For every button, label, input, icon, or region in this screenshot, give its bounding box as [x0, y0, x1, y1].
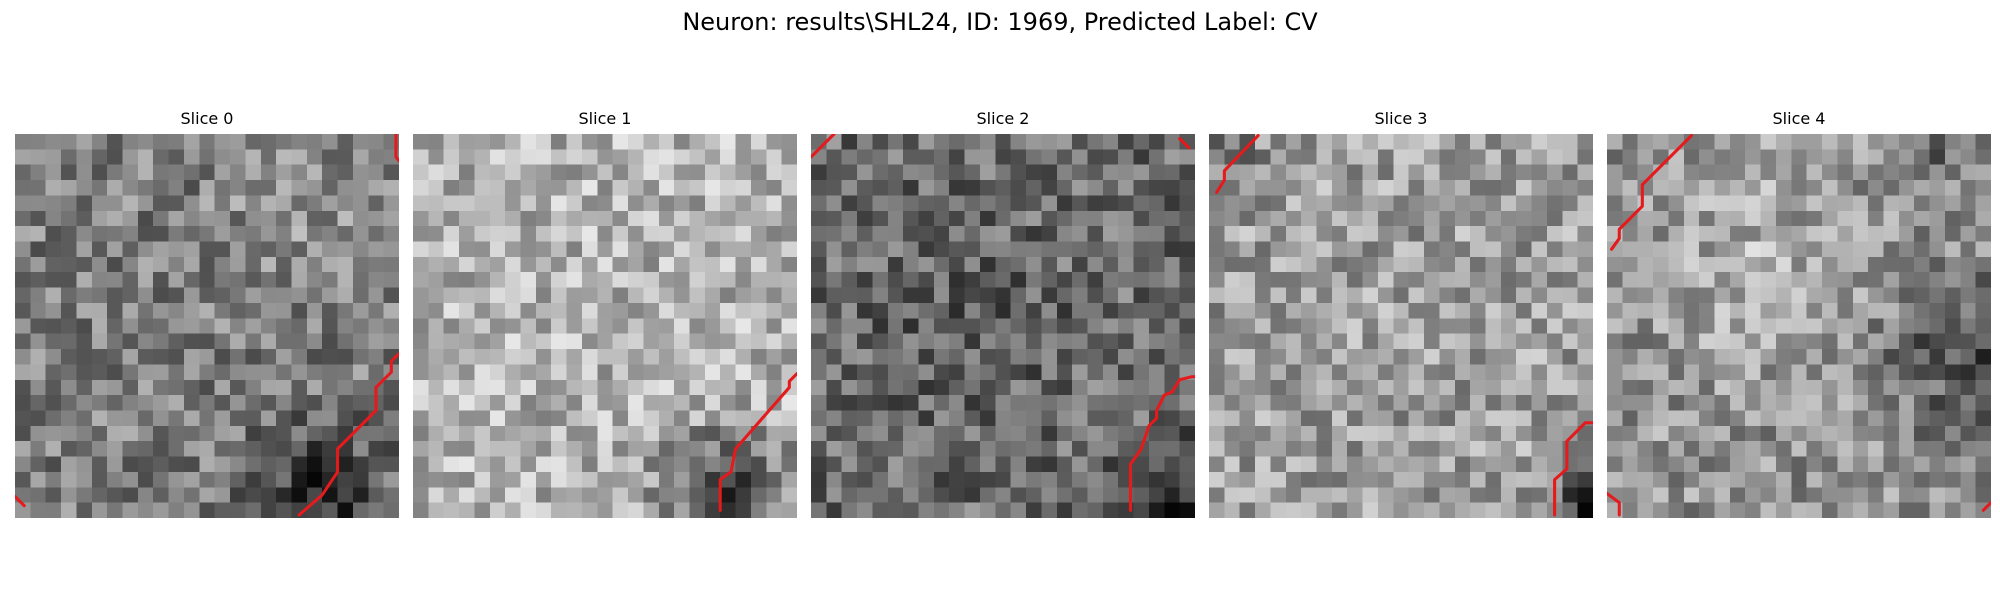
contour-line	[1610, 134, 1694, 251]
slice-title: Slice 1	[578, 109, 632, 128]
contour-line	[1178, 137, 1191, 150]
contour-line	[718, 372, 797, 512]
slice-image	[15, 134, 399, 518]
slice-title: Slice 3	[1374, 109, 1428, 128]
slice-image	[1209, 134, 1593, 518]
contour-line	[297, 352, 399, 517]
pixel-grid	[1607, 134, 1991, 518]
contour-line	[811, 134, 836, 159]
slice-image	[811, 134, 1195, 518]
contour-line	[1128, 375, 1195, 512]
slice-title: Slice 0	[180, 109, 234, 128]
contour-line	[1553, 421, 1593, 517]
contour-line	[1215, 134, 1260, 194]
contour-line	[1981, 501, 1991, 512]
slice-image	[413, 134, 797, 518]
figure-title: Neuron: results\SHL24, ID: 1969, Predict…	[682, 8, 1318, 36]
pixel-grid	[413, 134, 797, 518]
pixel-grid	[811, 134, 1195, 518]
pixel-grid	[1209, 134, 1593, 518]
contour-line	[1607, 491, 1621, 517]
slice-title: Slice 2	[976, 109, 1030, 128]
slice-image	[1607, 134, 1991, 518]
contour-line	[15, 494, 26, 508]
contour-line	[394, 134, 399, 164]
pixel-grid	[15, 134, 399, 518]
slice-title: Slice 4	[1772, 109, 1826, 128]
